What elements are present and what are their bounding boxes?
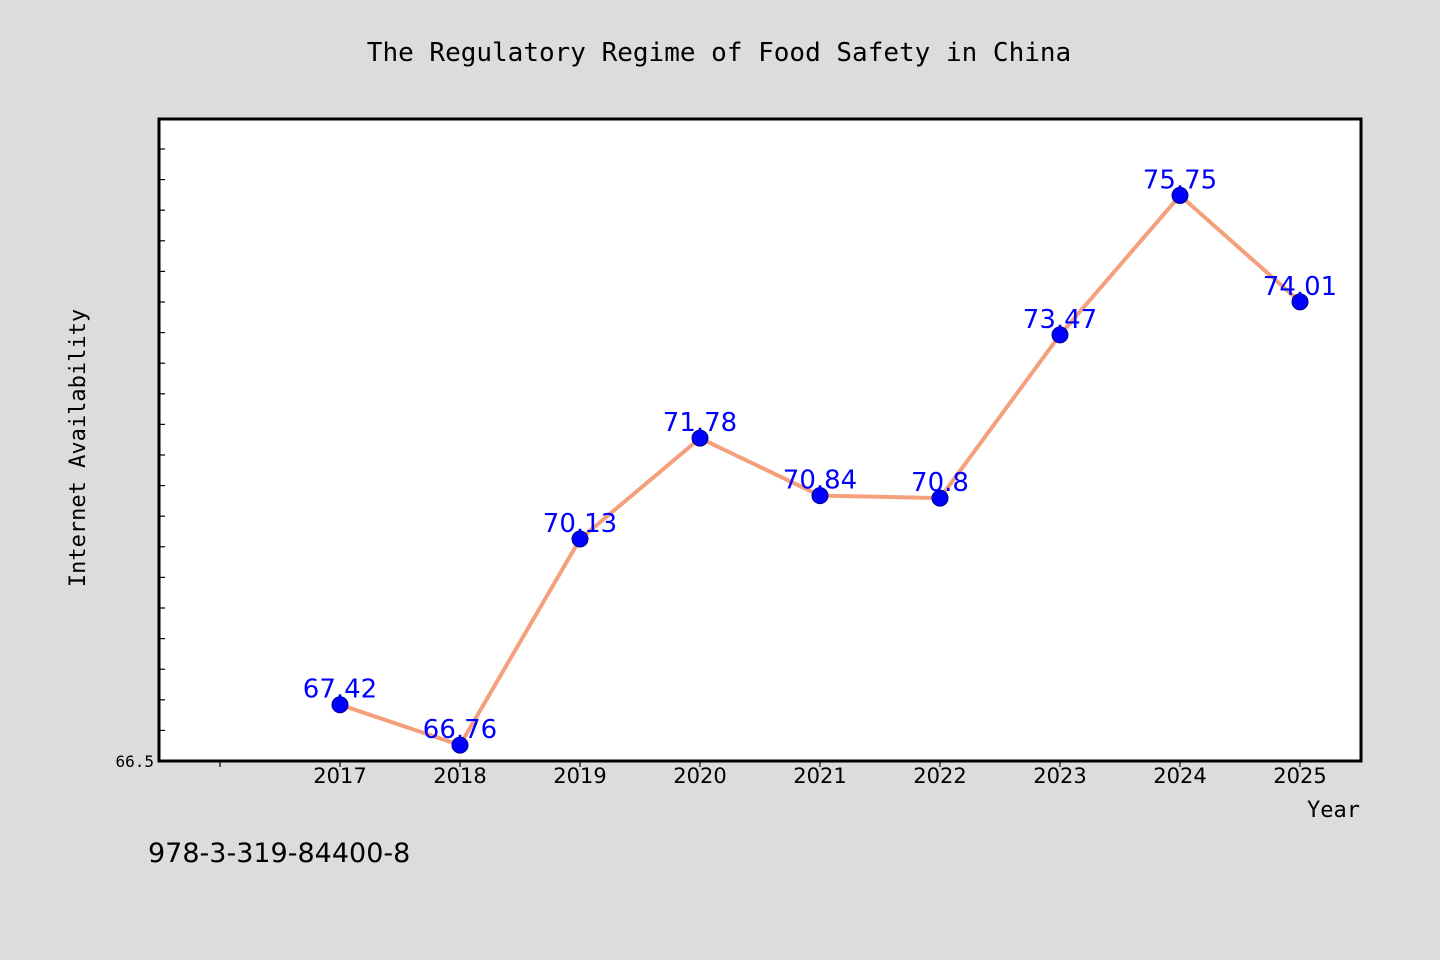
- x-tick-label: 2018: [433, 764, 486, 788]
- x-tick-label: 2025: [1273, 764, 1326, 788]
- data-point: [811, 487, 829, 505]
- data-label: 70.13: [543, 509, 617, 539]
- data-point: [1051, 326, 1069, 344]
- x-axis-label: Year: [1307, 798, 1360, 823]
- data-label: 70.84: [783, 466, 857, 496]
- data-point: [1291, 293, 1309, 311]
- x-tick-label: 2020: [673, 764, 726, 788]
- data-label: 73.47: [1023, 305, 1097, 335]
- data-label: 70.8: [911, 468, 969, 498]
- y-tick-labels: 66.5: [115, 752, 154, 771]
- data-label: 74.01: [1263, 272, 1337, 302]
- x-tick-label: 2023: [1033, 764, 1086, 788]
- data-label: 75.75: [1143, 165, 1217, 195]
- data-label: 67.42: [303, 675, 377, 705]
- data-point: [1171, 186, 1189, 204]
- x-tick-labels: 2017 2018 2019 2020 2021 2022 2023 2024 2025: [313, 764, 1326, 788]
- data-point: [571, 530, 589, 548]
- data-point: [451, 736, 469, 754]
- chart-title: The Regulatory Regime of Food Safety in …: [367, 38, 1071, 68]
- axis-ticks: [159, 148, 1301, 767]
- y-tick-label: 66.5: [115, 752, 154, 771]
- x-tick-label: 2022: [913, 764, 966, 788]
- data-label: 71.78: [663, 408, 737, 438]
- data-label: 66.76: [423, 715, 497, 745]
- data-point: [331, 696, 349, 714]
- data-labels: 67.42 66.76 70.13 71.78 70.84 70.8 73.47 75.75 7…: [303, 165, 1337, 745]
- data-point: [931, 489, 949, 507]
- x-tick-label: 2017: [313, 764, 366, 788]
- x-tick-label: 2021: [793, 764, 846, 788]
- data-point: [691, 429, 709, 447]
- x-tick-label: 2019: [553, 764, 606, 788]
- series-markers: [331, 186, 1309, 754]
- x-tick-label: 2024: [1153, 764, 1206, 788]
- y-axis-label: Internet Availability: [66, 309, 91, 587]
- isbn-footer: 978-3-319-84400-8: [148, 838, 410, 869]
- plot-area: [157, 117, 1363, 763]
